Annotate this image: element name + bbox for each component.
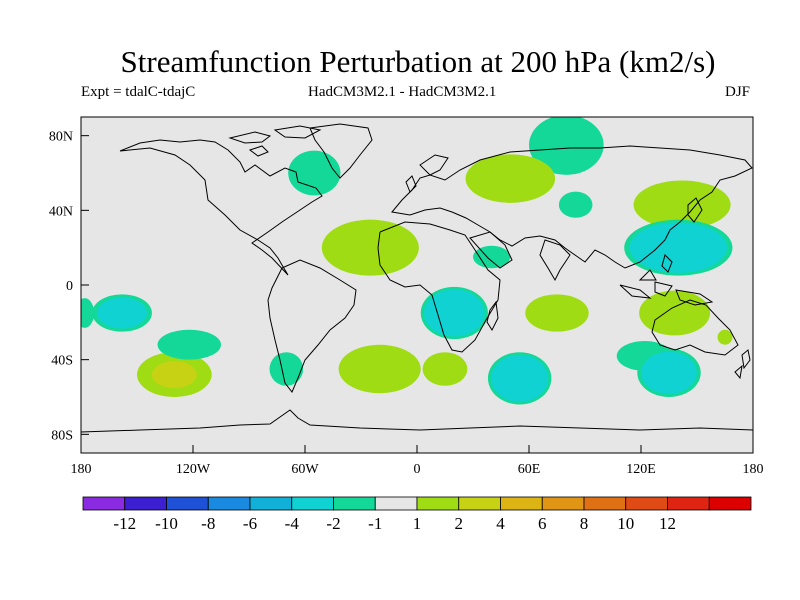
anomaly-layer [81, 117, 733, 405]
anomaly-contour [471, 157, 550, 200]
anomaly-contour [639, 183, 725, 226]
lat-tick-label: 80N [49, 130, 73, 145]
coastline-arabia [469, 231, 513, 269]
colorbar-swatch [541, 496, 585, 511]
colorbar: -12 -10 -8 -6 -4 -2 -1 1 2 4 6 8 10 12 [82, 496, 752, 533]
colorbar-swatch [249, 496, 293, 511]
colorbar-swatch [207, 496, 251, 511]
colorbar-label: 10 [617, 514, 634, 533]
coastline-uk [405, 154, 449, 193]
anomaly-contour [530, 297, 584, 329]
colorbar-label: 2 [455, 514, 464, 533]
colorbar-label: -4 [285, 514, 300, 533]
colorbar-swatch [458, 496, 501, 511]
lon-tick-label: 60W [291, 462, 319, 477]
lon-tick-label: 180 [71, 462, 92, 477]
lon-tick-label: 120W [176, 462, 211, 477]
colorbar-label: 1 [413, 514, 422, 533]
colorbar-label: -2 [326, 514, 340, 533]
coastlines [81, 123, 753, 433]
anomaly-contour [425, 354, 465, 384]
anomaly-contour [327, 223, 413, 273]
colorbar-swatch [625, 496, 668, 511]
coastline-north-america [119, 139, 323, 276]
colorbar-label: 6 [538, 514, 547, 533]
anomaly-contour [343, 347, 416, 391]
anomaly-contour [717, 329, 733, 345]
colorbar-swatch [416, 496, 460, 511]
anomaly-contour [529, 117, 604, 175]
coastline-australia [651, 299, 739, 356]
colorbar-swatch [500, 496, 543, 511]
anomaly-contour [645, 230, 711, 265]
colorbar-label: 12 [659, 514, 676, 533]
lat-tick-label: 0 [66, 279, 73, 294]
colorbar-label: -1 [368, 514, 382, 533]
colorbar-label: -12 [113, 514, 136, 533]
colorbar-label: -10 [155, 514, 178, 533]
colorbar-label: 8 [580, 514, 589, 533]
anomaly-contour [151, 361, 197, 389]
lat-tick-label: 80S [51, 428, 73, 443]
colorbar-swatch [333, 496, 376, 511]
map-axes: 180 120W 60W 0 60E 120E 180 80N 40N 0 40S 80S [49, 130, 764, 477]
anomaly-contour [558, 191, 593, 218]
anomaly-contour [269, 352, 304, 386]
anomaly-contour [434, 297, 475, 329]
colorbar-label: -6 [243, 514, 257, 533]
anomaly-contour [157, 329, 221, 360]
colorbar-swatch [583, 496, 627, 511]
colorbar-swatch [166, 496, 209, 511]
anomaly-contour [641, 351, 697, 394]
season-label: DJF [725, 84, 751, 100]
anomaly-contour [288, 150, 341, 196]
coastline-new-zealand [734, 349, 751, 380]
coastline-madagascar [486, 300, 499, 332]
colorbar-swatch [124, 496, 167, 511]
colorbar-swatch [82, 496, 126, 511]
colorbar-swatch [374, 496, 418, 511]
coastline-south-america [267, 259, 357, 393]
experiment-label: Expt = tdalC-tdajC [81, 84, 196, 100]
colorbar-swatch [708, 496, 752, 511]
lon-tick-label: 60E [518, 462, 541, 477]
coastline-india [539, 239, 571, 282]
anomaly-contour [97, 297, 147, 329]
colorbar-swatch [291, 496, 334, 511]
coastline-greenland [309, 123, 373, 179]
chart-title: Streamfunction Perturbation at 200 hPa (… [120, 44, 716, 79]
lat-tick-label: 40N [49, 204, 73, 219]
coastline-antarctica [81, 409, 753, 433]
coastline-maritime-continent [619, 254, 714, 306]
lon-tick-label: 180 [743, 462, 764, 477]
model-label: HadCM3M2.1 - HadCM3M2.1 [308, 84, 497, 100]
coastline-africa [377, 221, 501, 353]
colorbar-swatch [667, 496, 710, 511]
lon-tick-label: 0 [414, 462, 421, 477]
anomaly-contour [500, 362, 539, 395]
coastline-japan [687, 197, 703, 223]
lon-tick-label: 120E [626, 462, 656, 477]
anomaly-contour [81, 298, 95, 328]
colorbar-label: 4 [496, 514, 505, 533]
lat-tick-label: 40S [51, 354, 73, 369]
colorbar-label: -8 [201, 514, 215, 533]
